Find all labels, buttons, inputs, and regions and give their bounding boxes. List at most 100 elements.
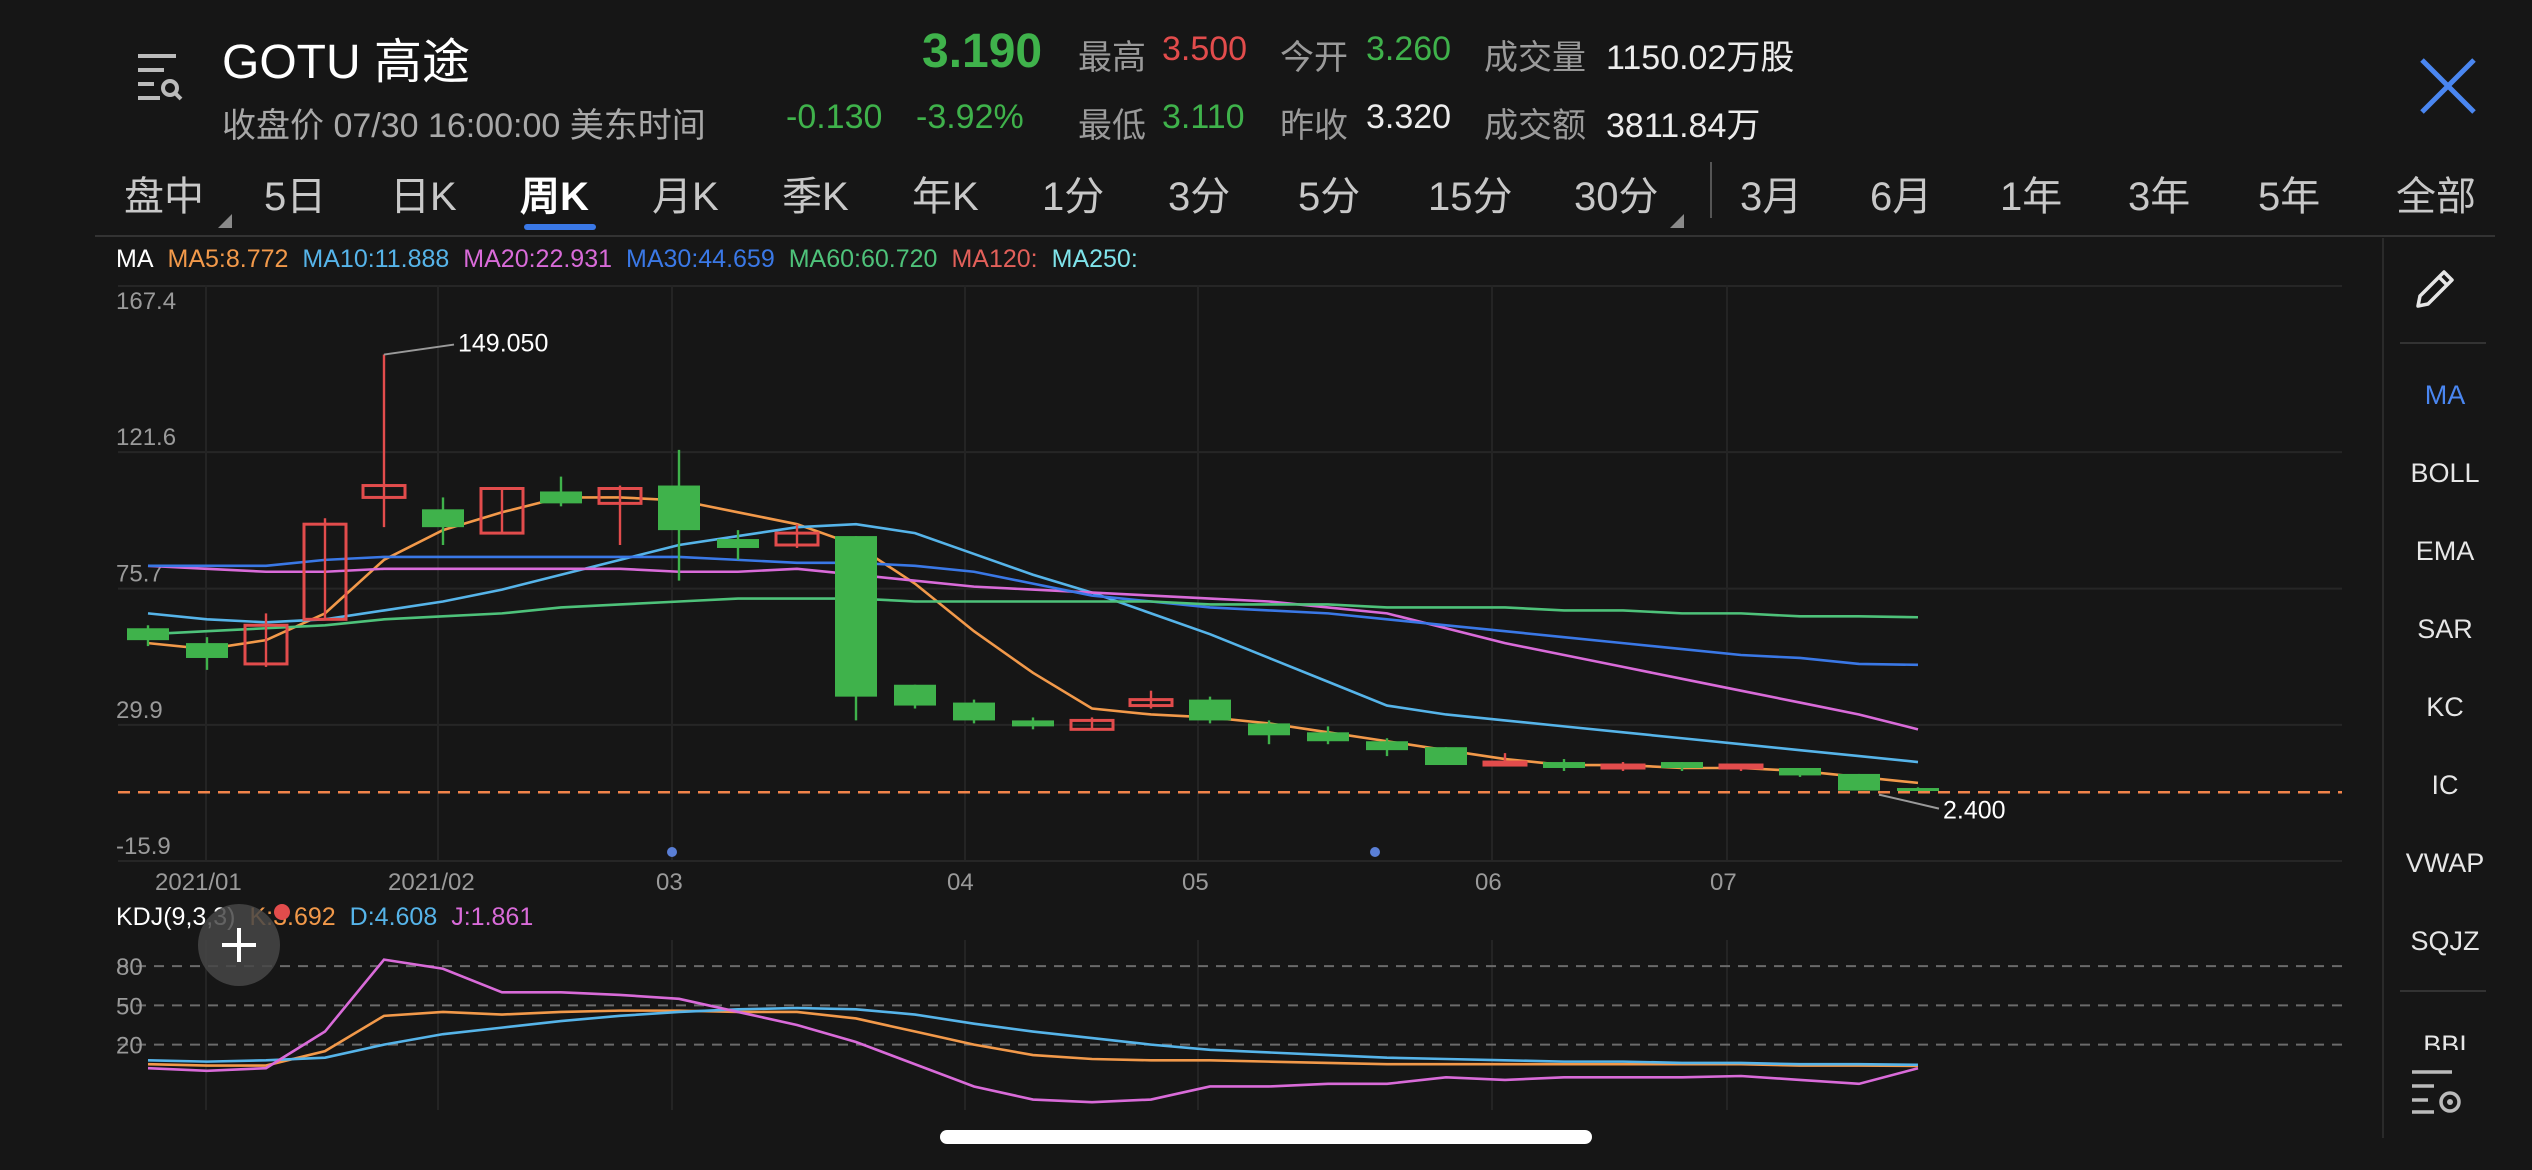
min-price-label: 2.400: [1943, 797, 2006, 825]
candle-body-12[interactable]: [835, 536, 877, 697]
candle-body-13[interactable]: [894, 684, 936, 706]
open-label: 今开: [1280, 39, 1348, 77]
candle-body-20[interactable]: [1307, 732, 1349, 742]
turnover-label: 成交额: [1484, 107, 1586, 145]
x-tick-label-3: 04: [947, 869, 974, 896]
candle-body-16[interactable]: [1069, 718, 1115, 731]
candle-body-26[interactable]: [1661, 762, 1703, 768]
x-tick-label-2: 03: [656, 869, 683, 896]
tab-14[interactable]: 6月: [1870, 175, 1933, 219]
ma-legend-title: MA: [116, 245, 154, 273]
candle-body-27[interactable]: [1718, 763, 1764, 770]
market-status: 收盘价 07/30 16:00:00 美东时间: [222, 107, 706, 145]
tab-13[interactable]: 3月: [1740, 175, 1803, 219]
candle-body-21[interactable]: [1366, 741, 1408, 751]
candle-body-8[interactable]: [597, 487, 643, 505]
edit-indicator-button[interactable]: [2410, 262, 2462, 314]
candle-body-19[interactable]: [1248, 723, 1290, 736]
kdj-tick-label-2: 20: [116, 1033, 143, 1060]
tab-10[interactable]: 5分: [1298, 175, 1361, 219]
candle-body-28[interactable]: [1779, 767, 1821, 776]
plus-icon: [222, 928, 256, 962]
tab-7[interactable]: 年K: [912, 175, 979, 219]
tab-4[interactable]: 周K: [520, 175, 589, 219]
home-indicator[interactable]: [940, 1130, 1592, 1144]
active-tab-underline: [524, 224, 596, 230]
candle-body-30[interactable]: [1897, 788, 1939, 792]
candle-body-11[interactable]: [774, 531, 820, 547]
side-item-boll[interactable]: BOLL: [2410, 458, 2480, 488]
ma20-legend: MA20:22.931: [463, 245, 613, 273]
candle-body-10[interactable]: [717, 539, 759, 548]
turnover-value: 3811.84万: [1606, 107, 1761, 145]
candle-body-6[interactable]: [479, 487, 525, 535]
side-item-vwap[interactable]: VWAP: [2405, 848, 2485, 878]
ma120-legend: MA120:: [951, 245, 1038, 273]
side-menu-separator: [2400, 342, 2486, 344]
ma30-legend: MA30:44.659: [626, 245, 775, 273]
side-item-ic[interactable]: IC: [2431, 770, 2459, 800]
kdj-legend: KDJ(9,3,3) K:3.692 D:4.608 J:1.861: [116, 903, 547, 932]
tab-16[interactable]: 3年: [2128, 175, 2191, 219]
tab-more-triangle-2: [1670, 214, 1684, 228]
tab-2[interactable]: 5日: [264, 175, 327, 219]
high-label: 最高: [1078, 39, 1146, 77]
tab-18[interactable]: 全部: [2396, 175, 2476, 219]
ma10-legend: MA10:11.888: [302, 245, 450, 273]
ma250-legend: MA250:: [1051, 245, 1138, 273]
candle-body-2[interactable]: [243, 623, 289, 666]
add-indicator-button[interactable]: [198, 904, 280, 986]
indicator-settings-button[interactable]: [2408, 1066, 2464, 1116]
side-item-ema[interactable]: EMA: [2415, 536, 2475, 566]
x-tick-label-5: 06: [1475, 869, 1502, 896]
event-dot-0[interactable]: [667, 847, 677, 857]
tab-11[interactable]: 15分: [1428, 175, 1513, 219]
candle-body-25[interactable]: [1600, 763, 1646, 770]
event-dot-1[interactable]: [1370, 847, 1380, 857]
tab-5[interactable]: 月K: [652, 175, 719, 219]
tab-12[interactable]: 30分: [1574, 175, 1659, 219]
side-item-sqjz[interactable]: SQJZ: [2410, 926, 2480, 956]
max-price-label: 149.050: [458, 330, 548, 358]
tab-17[interactable]: 5年: [2258, 175, 2321, 219]
x-tick-label-0: 2021/01: [155, 869, 242, 896]
candle-body-14[interactable]: [953, 702, 995, 721]
side-item-ma[interactable]: MA: [2424, 380, 2466, 410]
candle-body-24[interactable]: [1543, 762, 1585, 768]
candle-body-9[interactable]: [658, 485, 700, 531]
tab-9[interactable]: 3分: [1168, 175, 1231, 219]
candle-body-3[interactable]: [302, 522, 348, 621]
kdj-tick-label-1: 50: [116, 993, 143, 1020]
close-icon[interactable]: [2418, 56, 2478, 116]
candle-body-15[interactable]: [1012, 720, 1054, 727]
tab-3[interactable]: 日K: [390, 175, 457, 219]
candle-body-7[interactable]: [540, 491, 582, 504]
line-ma20: [147, 564, 1919, 731]
x-tick-label-1: 2021/02: [388, 869, 475, 896]
candle-body-18[interactable]: [1189, 699, 1231, 721]
side-item-sar[interactable]: SAR: [2417, 614, 2473, 644]
tab-15[interactable]: 1年: [2000, 175, 2063, 219]
kdj-line-d: [147, 1006, 1919, 1067]
tab-8[interactable]: 1分: [1042, 175, 1105, 219]
side-divider: [2382, 238, 2384, 1138]
side-item-kc[interactable]: KC: [2426, 692, 2464, 722]
candle-body-5[interactable]: [422, 509, 464, 528]
tab-1[interactable]: 盘中: [124, 175, 204, 219]
stock-title: GOTU 高途: [222, 36, 470, 89]
notification-dot: [274, 904, 290, 920]
pencil-icon: [2416, 270, 2454, 308]
candle-body-1[interactable]: [186, 643, 228, 658]
candle-body-4[interactable]: [361, 484, 407, 499]
ma5-legend: MA5:8.772: [167, 245, 289, 273]
candle-body-17[interactable]: [1128, 698, 1174, 708]
candle-body-29[interactable]: [1838, 773, 1880, 791]
candle-body-0[interactable]: [127, 628, 169, 641]
side-item-bbi[interactable]: BBI: [2423, 1030, 2467, 1050]
candle-body-23[interactable]: [1482, 760, 1528, 767]
line-ma10: [147, 522, 1919, 764]
candle-body-22[interactable]: [1425, 747, 1467, 766]
tab-6[interactable]: 季K: [782, 175, 849, 219]
menu-icon[interactable]: [130, 48, 184, 104]
